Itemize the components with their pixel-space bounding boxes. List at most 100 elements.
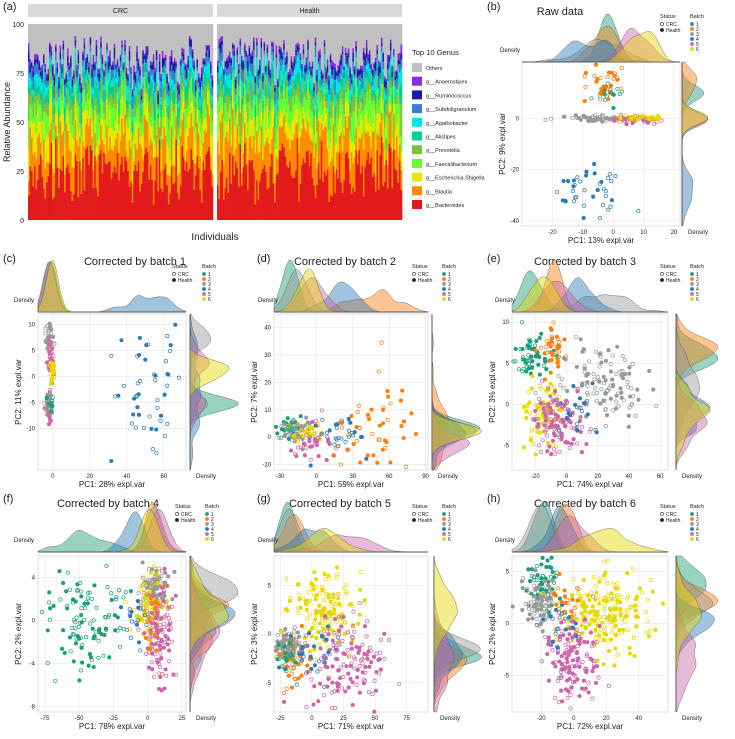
data-point — [42, 401, 47, 406]
y-tick-label: 40 — [264, 326, 271, 332]
bar-segment — [32, 154, 35, 187]
bar-segment — [262, 81, 264, 90]
data-point — [370, 432, 375, 437]
bar-segment — [280, 110, 282, 128]
bar-segment — [101, 57, 104, 65]
data-point — [552, 447, 557, 452]
bar-segment — [289, 100, 291, 112]
bar-segment — [346, 55, 349, 64]
bar-segment — [29, 64, 32, 73]
bar-segment — [139, 136, 142, 144]
facet-strip — [217, 4, 402, 17]
data-point — [585, 390, 590, 396]
bar-segment — [110, 106, 113, 128]
data-point — [321, 598, 326, 603]
bar-segment — [163, 24, 166, 58]
bar-segment — [287, 90, 290, 97]
data-point — [626, 424, 631, 429]
data-point — [89, 596, 94, 602]
bar-segment — [43, 188, 45, 220]
data-point — [343, 689, 348, 694]
batch-legend-label: 2 — [208, 277, 211, 283]
data-point — [561, 356, 566, 361]
data-point — [357, 645, 362, 650]
bar-segment — [181, 24, 184, 48]
bar-segment — [271, 153, 273, 220]
bar-segment — [238, 73, 240, 86]
data-point — [549, 384, 554, 389]
bar-segment — [230, 146, 233, 184]
data-point — [386, 394, 391, 399]
bar-segment — [356, 86, 359, 97]
bar-segment — [328, 201, 331, 220]
bar-segment — [115, 138, 118, 173]
bar-segment — [199, 106, 202, 111]
bar-segment — [358, 108, 361, 127]
data-point — [319, 431, 324, 437]
data-point — [623, 113, 628, 118]
bar-segment — [128, 71, 131, 83]
bar-segment — [316, 108, 319, 120]
bar-segment — [230, 24, 233, 58]
bar-segment — [299, 112, 302, 138]
bar-segment — [262, 72, 264, 76]
bar-segment — [236, 168, 239, 220]
x-tick-label: -20 — [531, 474, 540, 480]
data-point — [87, 652, 93, 657]
bar-segment — [145, 88, 148, 94]
bar-segment — [59, 114, 62, 122]
bar-segment — [89, 24, 92, 37]
bar-segment — [104, 61, 107, 64]
bar-segment — [47, 89, 50, 105]
data-point — [170, 597, 175, 602]
bar-segment — [76, 103, 78, 117]
data-point — [158, 413, 164, 418]
data-point — [86, 663, 91, 668]
bar-segment — [293, 58, 296, 67]
bar-segment — [304, 72, 307, 82]
data-point — [365, 619, 370, 624]
bar-segment — [164, 54, 167, 59]
bar-segment — [400, 170, 403, 190]
bar-segment — [28, 195, 30, 220]
bar-segment — [175, 69, 178, 80]
bar-segment — [299, 103, 302, 113]
y-tick-label: 0 — [506, 402, 510, 408]
bar-segment — [254, 77, 257, 83]
bar-segment — [169, 193, 172, 220]
bar-segment — [176, 104, 179, 107]
bar-segment — [374, 57, 377, 62]
bar-segment — [235, 79, 237, 89]
bar-segment — [167, 96, 170, 107]
bar-segment — [191, 94, 194, 102]
bar-segment — [220, 24, 222, 37]
data-point — [333, 422, 338, 427]
bar-segment — [170, 85, 173, 91]
bar-segment — [254, 82, 257, 95]
bar-segment — [355, 150, 358, 220]
data-point — [559, 431, 564, 436]
data-point — [529, 346, 534, 352]
bar-segment — [233, 78, 236, 88]
bar-segment — [334, 67, 337, 80]
bar-segment — [151, 108, 154, 128]
legend-swatch — [412, 104, 422, 114]
bar-segment — [275, 67, 278, 85]
bar-segment — [131, 91, 134, 97]
bar-segment — [283, 49, 285, 56]
data-point — [345, 647, 350, 653]
bar-segment — [301, 107, 304, 124]
bar-segment — [329, 87, 332, 100]
batch-legend-label: 1 — [208, 272, 211, 278]
bar-segment — [200, 170, 203, 203]
bar-segment — [371, 24, 374, 69]
bar-segment — [104, 76, 107, 90]
data-point — [321, 693, 326, 698]
data-point — [319, 656, 324, 661]
bar-segment — [136, 108, 139, 126]
data-point — [155, 405, 160, 411]
bar-segment — [97, 88, 99, 106]
bar-segment — [80, 141, 83, 171]
bar-segment — [140, 115, 143, 124]
bar-segment — [188, 53, 191, 67]
